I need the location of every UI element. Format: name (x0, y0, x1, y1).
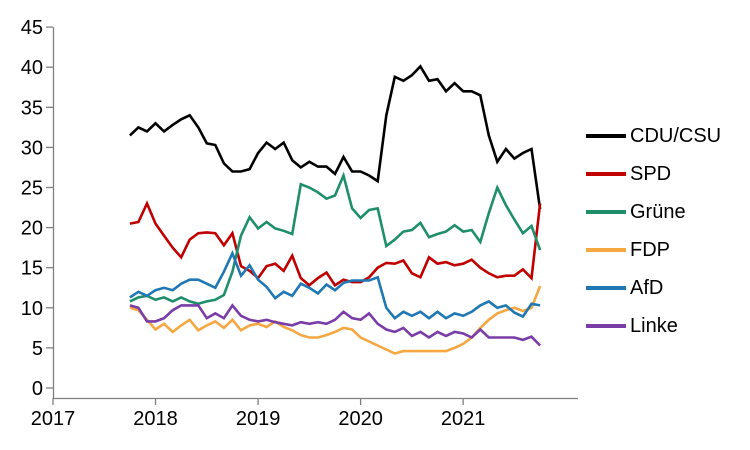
legend-item-afd: AfD (586, 276, 663, 300)
y-axis-tick-label: 30 (21, 137, 43, 159)
legend-item-linke: Linke (586, 314, 678, 338)
y-axis-tick-label: 45 (21, 17, 43, 39)
legend-item-gruene: Grüne (586, 200, 686, 224)
x-axis-tick-label: 2020 (338, 408, 383, 430)
series-line-spd (129, 200, 542, 288)
legend-key-line-spd (586, 172, 626, 176)
legend-label-linke: Linke (630, 315, 678, 337)
y-axis-tick-label: 35 (21, 97, 43, 119)
legend-item-cdu-csu: CDU/CSU (586, 124, 721, 148)
x-axis-tick-label: 2021 (441, 408, 486, 430)
legend-key-line-gruene (586, 210, 626, 214)
legend-label-cdu-csu: CDU/CSU (630, 125, 722, 147)
y-axis-tick-label: 20 (21, 218, 43, 240)
legend-item-fdp: FDP (586, 238, 670, 262)
x-axis-tick-label: 2017 (31, 408, 76, 430)
chart-legend: CDU/CSU SPD Grüne FDP AfD Linke (586, 0, 746, 450)
series-line-cdu-csu (129, 64, 542, 210)
legend-key-line-fdp (586, 248, 626, 252)
y-axis-tick-label: 5 (32, 338, 43, 360)
y-axis-tick-label: 15 (21, 258, 43, 280)
legend-label-spd: SPD (630, 163, 672, 185)
y-axis-tick-label: 40 (21, 57, 43, 79)
legend-label-gruene: Grüne (630, 201, 686, 223)
series-line-afd (129, 249, 541, 320)
x-axis-tick-label: 2018 (133, 408, 178, 430)
x-axis-tick-label: 2019 (236, 408, 281, 430)
legend-key-line-linke (586, 324, 626, 328)
legend-label-fdp: FDP (630, 239, 670, 261)
legend-item-spd: SPD (586, 162, 671, 186)
legend-key-line-afd (586, 286, 626, 290)
y-axis-tick-label: 25 (21, 178, 43, 200)
y-axis-tick-label: 10 (21, 298, 43, 320)
series-line-linke (129, 303, 542, 347)
y-axis-tick-label: 0 (32, 378, 43, 400)
series-line-gruene (129, 171, 542, 306)
legend-key-line-cdu-csu (586, 134, 626, 138)
legend-label-afd: AfD (630, 277, 664, 299)
